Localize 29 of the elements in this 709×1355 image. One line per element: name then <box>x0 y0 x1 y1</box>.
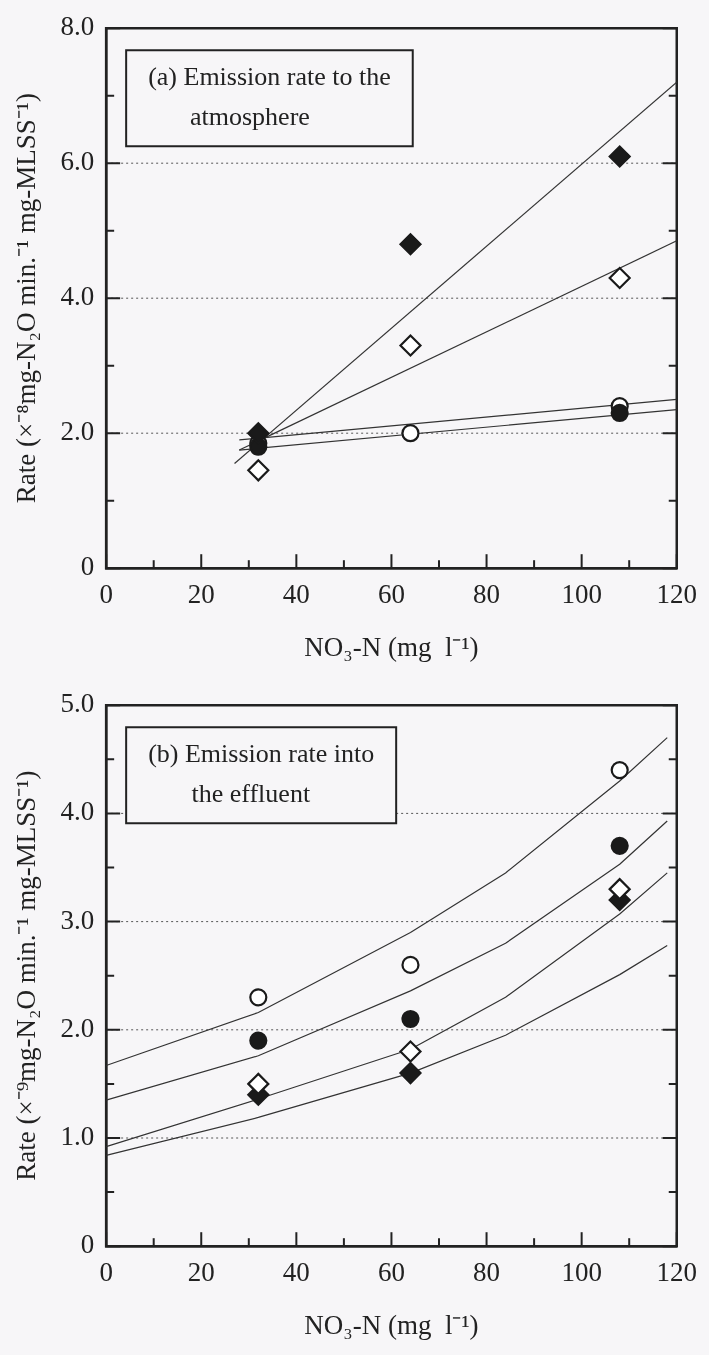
x-tick-label: 60 <box>377 579 405 610</box>
y-tick-label: 0 <box>80 551 95 582</box>
y-tick-label: 2.0 <box>60 1012 95 1043</box>
y-tick-label: 3.0 <box>60 904 95 935</box>
x-tick-label: 120 <box>656 579 697 610</box>
x-tick-label: 80 <box>473 579 501 610</box>
y-axis-title: Rate (×⁻⁸mg-N₂O min.⁻¹ mg-MLSS⁻¹) <box>11 93 42 504</box>
y-tick-label: 1.0 <box>60 1121 95 1152</box>
y-axis-title: Rate (×⁻⁹mg-N₂O min.⁻¹ mg-MLSS⁻¹) <box>11 770 42 1181</box>
y-tick-label: 6.0 <box>60 146 95 177</box>
x-tick-label: 60 <box>377 1257 405 1288</box>
y-tick-label: 5.0 <box>60 688 95 719</box>
x-tick-label: 100 <box>561 579 602 610</box>
y-tick-label: 8.0 <box>60 11 95 42</box>
x-axis-title: NO₃-N (mg l⁻¹) <box>304 1309 479 1340</box>
y-tick-label: 4.0 <box>60 796 95 827</box>
y-tick-label: 2.0 <box>60 416 95 447</box>
x-tick-label: 40 <box>282 1257 310 1288</box>
x-axis-title: NO₃-N (mg l⁻¹) <box>304 631 479 662</box>
x-tick-label: 20 <box>187 1257 215 1288</box>
x-tick-label: 20 <box>187 579 215 610</box>
text: (b) Emission rate into the effluent <box>148 739 375 809</box>
x-tick-label: 100 <box>561 1257 602 1288</box>
y-tick-label: 4.0 <box>60 281 95 312</box>
x-tick-label: 80 <box>473 1257 501 1288</box>
y-tick-label: 0 <box>80 1229 95 1260</box>
x-tick-label: 40 <box>282 579 310 610</box>
text: (a) Emission rate to the atmosphere <box>148 62 391 132</box>
x-tick-label: 120 <box>656 1257 697 1288</box>
